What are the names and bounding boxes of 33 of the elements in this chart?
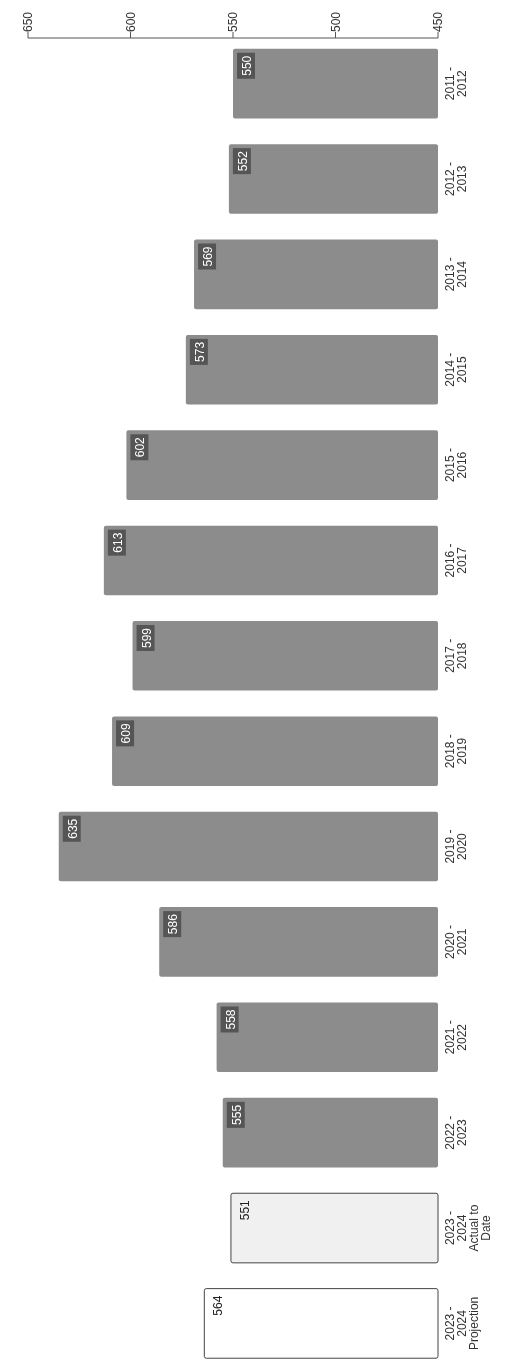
y-tick-label: 2013 - 2014 xyxy=(443,257,469,292)
data-label: 550 xyxy=(240,55,254,76)
x-tick-label: 600 xyxy=(123,11,138,33)
data-label: 586 xyxy=(166,913,181,935)
data-label: 555 xyxy=(229,1104,244,1125)
y-tick-label: 2022 - 2023 xyxy=(443,1115,469,1150)
x-tick-label: 450 xyxy=(431,11,445,33)
y-tick-label: 2017 - 2018 xyxy=(443,638,469,673)
data-label: 552 xyxy=(235,150,250,172)
y-tick-label: 2011 - 2012 xyxy=(443,67,469,101)
y-tick-label: 2014 - 2015 xyxy=(443,352,469,387)
y-tick-label: 2012 - 2013 xyxy=(443,161,469,196)
data-label: 609 xyxy=(119,723,134,744)
y-tick-label: 2023 - 2024 Actual to Date xyxy=(443,1204,493,1252)
y-tick-label: 2019 - 2020 xyxy=(443,829,469,864)
data-label: 602 xyxy=(133,436,148,458)
data-label: 551 xyxy=(237,1199,252,1221)
y-tick-label: 2020 - 2021 xyxy=(443,924,469,959)
data-label: 599 xyxy=(139,627,154,649)
x-tick-label: 500 xyxy=(328,11,343,33)
y-tick-label: 2018 - 2019 xyxy=(443,734,469,769)
x-tick-label: 650 xyxy=(21,11,35,33)
y-tick-label: 2015 - 2016 xyxy=(443,448,469,483)
x-tick-label: 550 xyxy=(226,11,240,33)
data-label: 558 xyxy=(223,1009,238,1030)
y-tick-label: 2016 - 2017 xyxy=(443,543,469,578)
data-label: 564 xyxy=(211,1295,226,1316)
y-tick-label: 2021 - 2022 xyxy=(443,1020,469,1055)
data-label: 573 xyxy=(192,341,207,362)
y-tick-label: 2023 - 2024 Projection xyxy=(443,1296,481,1351)
data-label: 569 xyxy=(201,246,216,267)
data-label: 613 xyxy=(110,532,125,553)
data-label: 635 xyxy=(65,818,80,839)
